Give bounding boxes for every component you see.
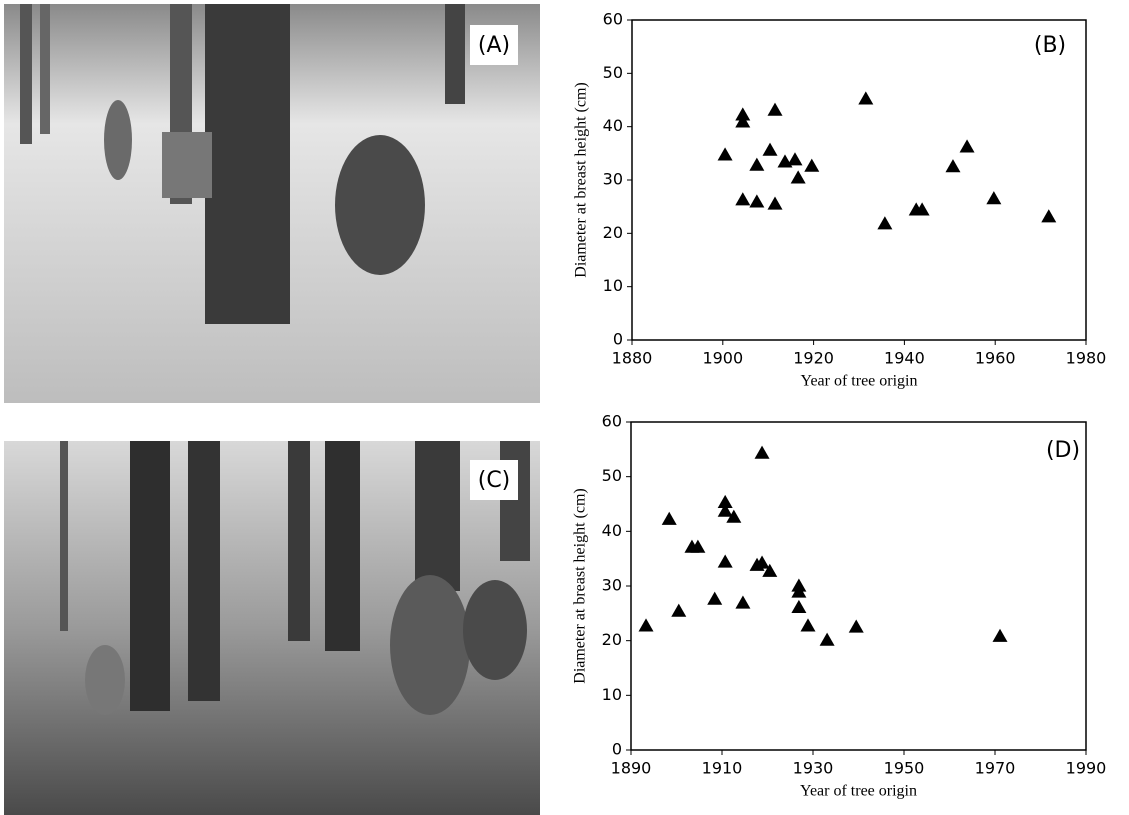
data-point — [986, 191, 1001, 204]
x-tick-label: 1990 — [1066, 759, 1107, 778]
data-point — [877, 216, 892, 229]
y-tick-label: 0 — [612, 740, 622, 759]
data-point — [768, 197, 783, 210]
y-tick-label: 10 — [602, 685, 622, 704]
y-tick-label: 50 — [602, 466, 622, 485]
x-tick-label: 1910 — [702, 759, 743, 778]
photo-a: (A) — [4, 4, 540, 403]
data-point — [768, 103, 783, 116]
data-point — [763, 143, 778, 156]
y-tick-label: 40 — [603, 116, 623, 135]
photo-label: (A) — [478, 33, 510, 58]
data-point — [993, 629, 1008, 642]
y-tick-label: 0 — [613, 330, 623, 349]
y-tick-label: 30 — [602, 576, 622, 595]
x-tick-label: 1960 — [975, 349, 1016, 368]
x-axis-label: Year of tree origin — [800, 373, 917, 390]
x-tick-label: 1900 — [702, 349, 743, 368]
photo-label: (C) — [478, 468, 511, 493]
x-tick-label: 1880 — [612, 349, 653, 368]
x-tick-label: 1970 — [975, 759, 1016, 778]
data-point — [671, 604, 686, 617]
y-tick-label: 40 — [602, 521, 622, 540]
y-axis-label: Diameter at breast height (cm) — [573, 82, 590, 277]
y-tick-label: 60 — [602, 412, 622, 431]
data-point — [735, 595, 750, 608]
panel-label: (B) — [1034, 33, 1066, 58]
plot-frame — [632, 20, 1086, 340]
data-point — [718, 554, 733, 567]
data-point — [945, 159, 960, 172]
panel-label: (D) — [1046, 438, 1080, 463]
photo-c: (C) — [4, 441, 540, 815]
y-tick-label: 50 — [603, 63, 623, 82]
x-tick-label: 1940 — [884, 349, 925, 368]
data-point — [858, 91, 873, 104]
scatter-chart: 0 10 20 30 40 50 60 1880 1900 1920 1940 1960 1980 Yea… — [573, 10, 1107, 390]
y-tick-label: 20 — [603, 223, 623, 242]
figure: (A) (C) 0 10 20 30 40 50 60 1880 1900 1920 1940 196… — [0, 0, 1129, 815]
x-tick-label: 1920 — [793, 349, 834, 368]
data-point — [960, 139, 975, 152]
y-tick-label: 20 — [602, 630, 622, 649]
x-tick-label: 1930 — [793, 759, 834, 778]
y-tick-label: 60 — [603, 10, 623, 29]
y-axis-label: Diameter at breast height (cm) — [572, 488, 589, 683]
scatter-chart: 0 10 20 30 40 50 60 1890 1910 1930 1950 1970 1990 Yea… — [572, 412, 1107, 800]
x-tick-label: 1890 — [611, 759, 652, 778]
data-point — [804, 159, 819, 172]
data-point — [749, 194, 764, 207]
data-point — [718, 147, 733, 160]
data-point — [1041, 209, 1056, 222]
data-point — [662, 512, 677, 525]
data-point — [735, 114, 750, 127]
x-tick-label: 1980 — [1066, 349, 1107, 368]
x-tick-label: 1950 — [884, 759, 925, 778]
y-tick-label: 30 — [603, 170, 623, 189]
data-point — [707, 592, 722, 605]
data-point — [735, 192, 750, 205]
y-tick-label: 10 — [603, 276, 623, 295]
data-point — [749, 158, 764, 171]
plot-frame — [631, 422, 1086, 750]
data-point — [639, 618, 654, 631]
data-point — [791, 170, 806, 183]
data-point — [787, 152, 802, 165]
data-point — [755, 446, 770, 459]
data-point — [820, 633, 835, 646]
data-point — [791, 600, 806, 613]
data-point — [849, 620, 864, 633]
data-point — [800, 618, 815, 631]
x-axis-label: Year of tree origin — [800, 783, 917, 800]
